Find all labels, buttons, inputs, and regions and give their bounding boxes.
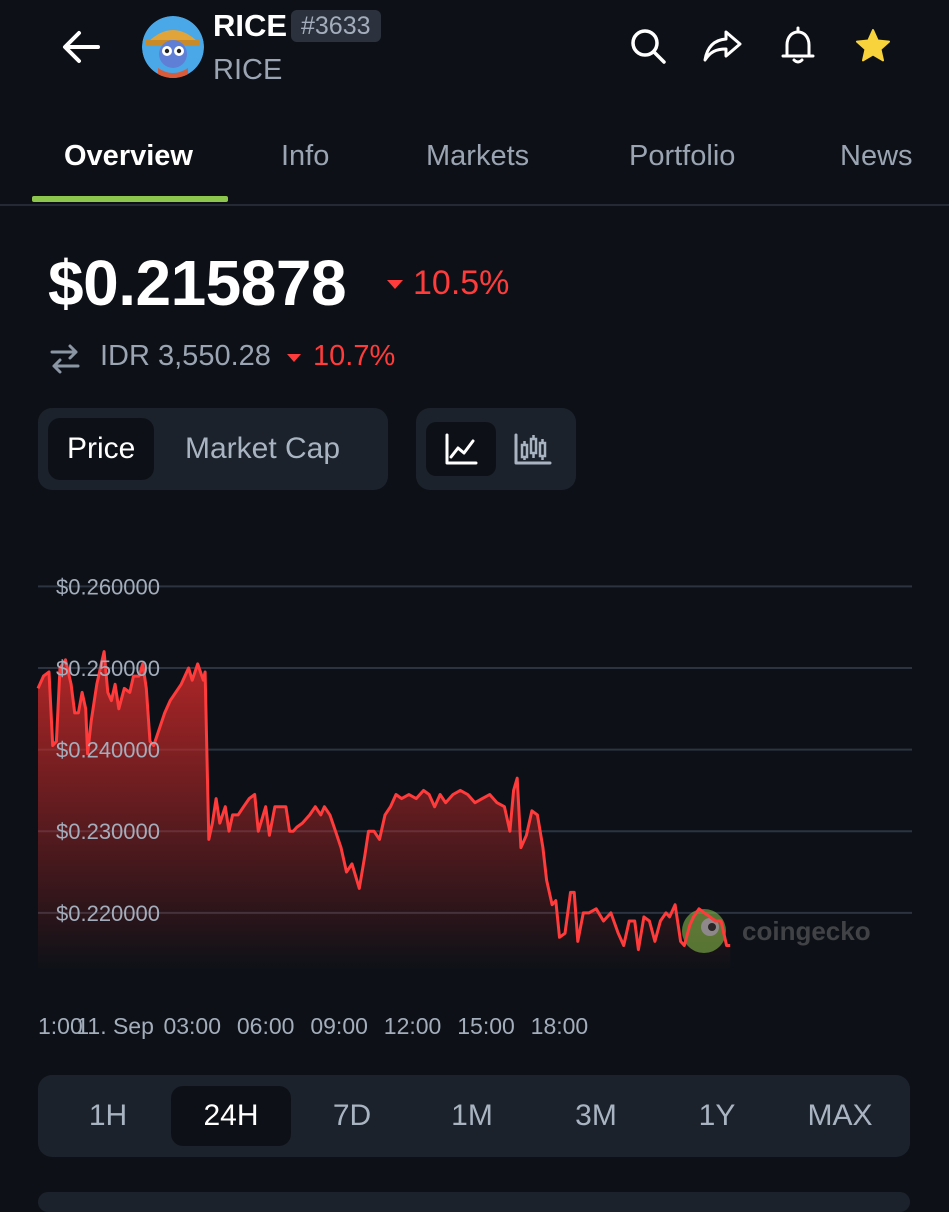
y-tick-label: $0.260000 (56, 574, 160, 599)
x-tick-label: 09:00 (310, 1013, 368, 1039)
y-tick-label: $0.220000 (56, 901, 160, 926)
range-24h[interactable]: 24H (171, 1086, 291, 1146)
share-icon (703, 30, 742, 62)
star-icon (856, 29, 890, 62)
search-icon (631, 29, 666, 64)
favorite-button[interactable] (851, 24, 895, 68)
share-button[interactable] (700, 24, 744, 68)
x-tick-label: 12:00 (384, 1013, 442, 1039)
range-1m[interactable]: 1M (451, 1099, 493, 1132)
watermark-text: coingecko (742, 916, 871, 946)
range-1y[interactable]: 1Y (698, 1099, 736, 1132)
line-chart-icon (445, 433, 478, 465)
range-max[interactable]: MAX (807, 1099, 873, 1132)
x-tick-label: 1:00 (38, 1013, 83, 1039)
coin-logo (142, 16, 204, 78)
x-tick-label: 15:00 (457, 1013, 515, 1039)
bell-icon (781, 26, 815, 64)
current-price: $0.215878 (48, 247, 347, 319)
back-button[interactable] (56, 22, 106, 72)
coingecko-watermark: coingecko (682, 909, 871, 953)
down-triangle-icon (387, 280, 403, 289)
time-range-selector: 1H 24H 7D 1M 3M 1Y MAX (38, 1075, 910, 1157)
price-toggle-button[interactable]: Price (48, 418, 155, 480)
y-tick-label: $0.240000 (56, 738, 160, 763)
swap-arrows-icon (50, 344, 80, 374)
convert-button[interactable] (48, 338, 82, 378)
tab-overview[interactable]: Overview (64, 140, 193, 172)
chart-type-toggle (416, 408, 576, 490)
back-arrow-icon (63, 31, 100, 63)
active-tab-indicator (32, 196, 228, 202)
x-tick-label: 11. Sep (76, 1013, 154, 1039)
price-line (36, 650, 731, 952)
coin-name: RICE (213, 8, 288, 43)
down-triangle-icon (287, 354, 301, 362)
range-3m[interactable]: 3M (575, 1099, 617, 1132)
metric-toggle: Price Market Cap (38, 408, 388, 490)
market-cap-toggle-button[interactable]: Market Cap (185, 432, 341, 465)
x-tick-label: 06:00 (237, 1013, 295, 1039)
price-area-fill (38, 651, 731, 970)
y-tick-label: $0.250000 (56, 656, 160, 681)
alert-button[interactable] (776, 24, 820, 68)
search-button[interactable] (626, 24, 670, 68)
x-tick-label: 18:00 (531, 1013, 589, 1039)
converted-price-change: 10.7% (313, 340, 396, 372)
x-tick-label: 03:00 (163, 1013, 221, 1039)
tab-news[interactable]: News (840, 140, 913, 172)
tab-markets[interactable]: Markets (426, 140, 530, 172)
rank-badge: #3633 (291, 10, 381, 42)
tab-portfolio[interactable]: Portfolio (629, 140, 736, 172)
y-tick-label: $0.230000 (56, 819, 160, 844)
price-change: 10.5% (413, 264, 510, 302)
next-section-edge (38, 1192, 910, 1212)
candlestick-button[interactable] (498, 422, 568, 476)
tab-bar: Overview Info Markets Portfolio News (0, 128, 949, 206)
line-chart-button[interactable] (426, 422, 496, 476)
candlestick-icon (514, 433, 552, 465)
tab-info[interactable]: Info (281, 140, 330, 172)
coin-symbol: RICE (213, 54, 283, 86)
price-chart[interactable]: coingecko $0.260000 $0.250000 $0.240000 $0.… (0, 560, 949, 1060)
range-1h[interactable]: 1H (88, 1099, 128, 1132)
range-7d[interactable]: 7D (332, 1099, 372, 1132)
converted-price: IDR 3,550.28 (100, 340, 271, 372)
